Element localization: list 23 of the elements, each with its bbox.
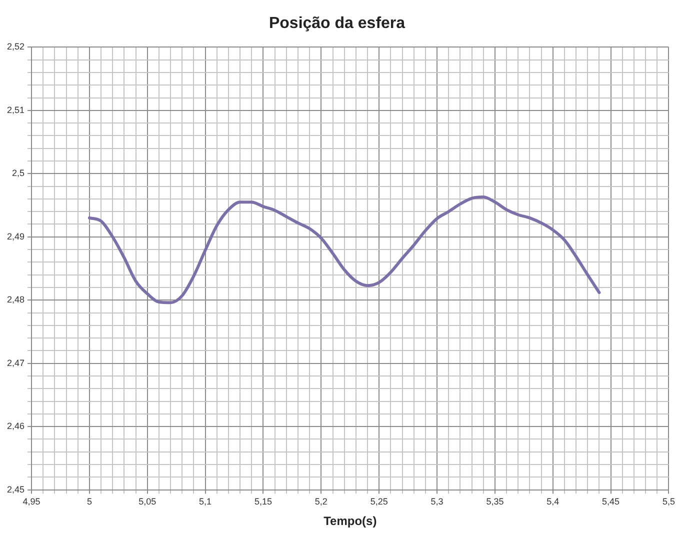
y-tick-label: 2,52 <box>6 42 25 52</box>
y-tick-label: 2,51 <box>6 104 25 115</box>
x-tick-label: 5,15 <box>254 496 272 507</box>
y-tick-label: 2,49 <box>6 231 25 242</box>
x-tick-label: 5,3 <box>430 496 444 507</box>
x-tick-label: 5,25 <box>370 496 388 507</box>
chart-title: Posição da esfera <box>268 15 406 32</box>
x-tick-label: 5,1 <box>199 496 212 507</box>
x-axis-title: Tempo(s) <box>324 514 377 528</box>
y-tick-label: 2,48 <box>6 294 25 305</box>
y-tick-label: 2,45 <box>6 484 25 494</box>
x-tick-label: 4,95 <box>22 496 40 507</box>
y-tick-label: 2,5 <box>12 168 25 178</box>
x-tick-label: 5,35 <box>486 496 504 507</box>
line-series <box>88 196 601 304</box>
x-tick-label: 5,2 <box>314 496 328 507</box>
x-tick-label: 5,5 <box>662 496 675 507</box>
y-tick-label: 2,46 <box>6 421 25 432</box>
x-tick-label: 5,45 <box>602 496 620 507</box>
x-tick-label: 5 <box>86 496 92 507</box>
x-tick-label: 5,4 <box>546 496 560 507</box>
x-tick-label: 5,05 <box>138 496 156 507</box>
y-tick-label: 2,47 <box>6 358 25 368</box>
